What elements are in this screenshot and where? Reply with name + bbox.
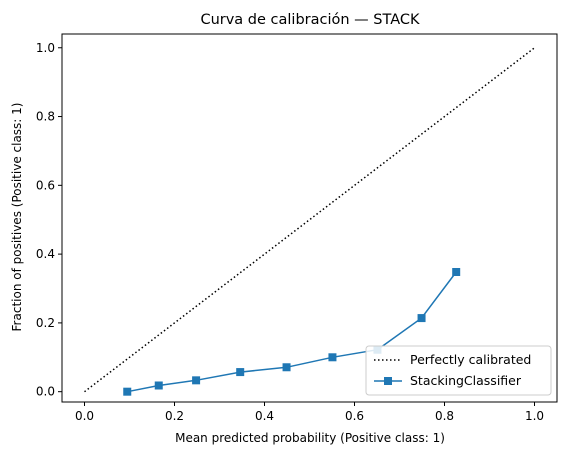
data-point (154, 381, 163, 390)
y-tick-label: 1.0 (36, 41, 55, 55)
legend-label: Perfectly calibrated (410, 352, 531, 367)
legend-box (365, 345, 552, 396)
y-tick-label: 0.6 (36, 178, 55, 192)
y-axis-label: Fraction of positives (Positive class: 1… (10, 103, 24, 332)
plot-frame (61, 33, 558, 403)
legend: Perfectly calibrated StackingClassifier (365, 345, 552, 396)
legend-swatch-marker (384, 377, 392, 385)
series-layer (84, 47, 535, 396)
x-tick-label: 0.2 (165, 409, 184, 423)
y-tick-label: 0.2 (36, 316, 55, 330)
x-tick-label: 0.0 (75, 409, 94, 423)
y-tick-label: 0.8 (36, 110, 55, 124)
plot-area (61, 33, 558, 403)
data-point (236, 368, 245, 377)
x-tick-label: 0.8 (435, 409, 454, 423)
data-point (417, 314, 426, 323)
series-line-0 (84, 47, 535, 393)
x-tick-label: 1.0 (525, 409, 544, 423)
x-tick-label: 0.4 (255, 409, 274, 423)
y-tick-label: 0.0 (36, 385, 55, 399)
data-point (328, 353, 337, 362)
chart-title: Curva de calibración — STACK (200, 12, 420, 28)
axis-ticks: 0.0 0.2 0.4 0.6 0.8 1.0 0.0 0.2 0.4 0.6 0.8 1.0 (36, 41, 544, 423)
legend-label: StackingClassifier (410, 373, 522, 388)
x-tick-label: 0.6 (345, 409, 364, 423)
x-axis-label: Mean predicted probability (Positive cla… (175, 431, 445, 445)
data-point (123, 387, 132, 396)
data-point (452, 267, 461, 276)
y-tick-label: 0.4 (36, 247, 55, 261)
data-point (282, 363, 291, 372)
data-point (192, 376, 201, 385)
